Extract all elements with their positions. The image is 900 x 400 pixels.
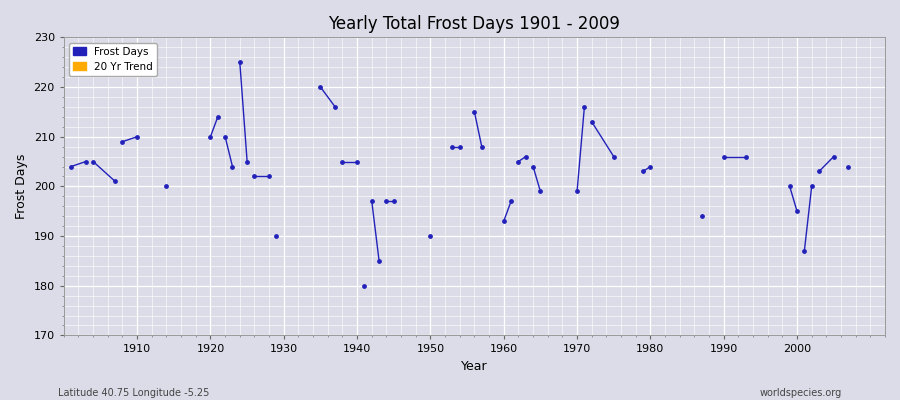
- Point: [790, 208, 805, 214]
- Point: [86, 158, 101, 165]
- Point: [364, 198, 379, 204]
- Point: [387, 198, 401, 204]
- Point: [211, 114, 225, 120]
- X-axis label: Year: Year: [461, 360, 488, 373]
- Point: [644, 163, 658, 170]
- Point: [262, 173, 276, 180]
- Point: [248, 173, 262, 180]
- Point: [805, 183, 819, 190]
- Point: [225, 163, 239, 170]
- Point: [526, 163, 540, 170]
- Point: [350, 158, 365, 165]
- Point: [797, 248, 812, 254]
- Point: [232, 59, 247, 65]
- Point: [695, 213, 709, 219]
- Point: [115, 138, 130, 145]
- Point: [739, 153, 753, 160]
- Text: Latitude 40.75 Longitude -5.25: Latitude 40.75 Longitude -5.25: [58, 388, 210, 398]
- Point: [203, 134, 218, 140]
- Point: [577, 104, 591, 110]
- Title: Yearly Total Frost Days 1901 - 2009: Yearly Total Frost Days 1901 - 2009: [328, 15, 620, 33]
- Point: [607, 153, 621, 160]
- Point: [64, 163, 78, 170]
- Point: [240, 158, 255, 165]
- Point: [78, 158, 93, 165]
- Point: [446, 144, 460, 150]
- Text: worldspecies.org: worldspecies.org: [760, 388, 842, 398]
- Point: [423, 233, 437, 239]
- Point: [335, 158, 349, 165]
- Point: [497, 218, 511, 224]
- Point: [511, 158, 526, 165]
- Point: [313, 84, 328, 90]
- Point: [159, 183, 174, 190]
- Point: [812, 168, 826, 175]
- Point: [269, 233, 284, 239]
- Point: [716, 153, 731, 160]
- Point: [782, 183, 796, 190]
- Point: [504, 198, 518, 204]
- Y-axis label: Frost Days: Frost Days: [15, 154, 28, 219]
- Point: [826, 153, 841, 160]
- Legend: Frost Days, 20 Yr Trend: Frost Days, 20 Yr Trend: [69, 42, 157, 76]
- Point: [453, 144, 467, 150]
- Point: [357, 282, 372, 289]
- Point: [584, 118, 598, 125]
- Point: [842, 163, 856, 170]
- Point: [218, 134, 232, 140]
- Point: [474, 144, 489, 150]
- Point: [372, 258, 386, 264]
- Point: [328, 104, 342, 110]
- Point: [379, 198, 393, 204]
- Point: [108, 178, 122, 185]
- Point: [467, 109, 482, 115]
- Point: [518, 153, 533, 160]
- Point: [570, 188, 584, 194]
- Point: [533, 188, 547, 194]
- Point: [130, 134, 144, 140]
- Point: [635, 168, 650, 175]
